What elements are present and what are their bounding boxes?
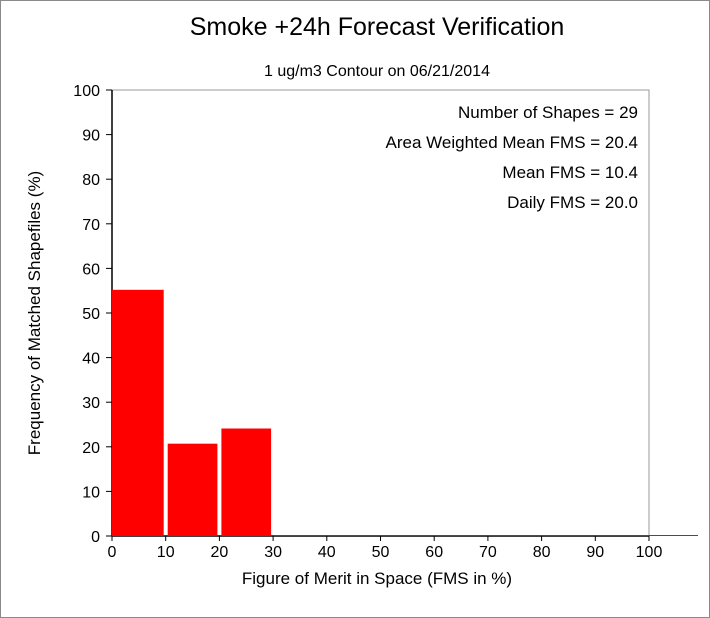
y-tick-label: 60 xyxy=(82,261,100,278)
stat-annotation: Daily FMS = 20.0 xyxy=(507,193,638,212)
x-tick-label: 60 xyxy=(425,544,443,561)
y-tick-label: 90 xyxy=(82,128,100,145)
x-tick-label: 30 xyxy=(264,544,282,561)
x-tick-label: 50 xyxy=(372,544,390,561)
stat-annotation: Area Weighted Mean FMS = 20.4 xyxy=(386,133,638,152)
y-tick-label: 10 xyxy=(82,484,100,501)
histogram-bar xyxy=(167,443,218,536)
x-tick-label: 10 xyxy=(157,544,175,561)
y-tick-label: 50 xyxy=(82,306,100,323)
bars-group xyxy=(112,289,698,536)
y-tick-label: 0 xyxy=(91,529,100,546)
x-tick-label: 90 xyxy=(586,544,604,561)
x-tick-label: 80 xyxy=(533,544,551,561)
histogram-bar xyxy=(112,289,164,536)
stat-annotation: Mean FMS = 10.4 xyxy=(502,163,638,182)
histogram-bar xyxy=(221,428,272,536)
chart-subtitle: 1 ug/m3 Contour on 06/21/2014 xyxy=(264,63,490,80)
x-tick-label: 0 xyxy=(108,544,117,561)
x-axis-ticks: 0 10 20 30 40 50 60 70 80 90 100 xyxy=(108,536,663,561)
x-tick-label: 40 xyxy=(318,544,336,561)
x-tick-label: 70 xyxy=(479,544,497,561)
x-tick-label: 20 xyxy=(211,544,229,561)
stat-annotation: Number of Shapes = 29 xyxy=(458,103,638,122)
y-tick-label: 40 xyxy=(82,351,100,368)
y-axis-label: Frequency of Matched Shapefiles (%) xyxy=(25,171,44,455)
stats-annotations: Number of Shapes = 29 Area Weighted Mean … xyxy=(386,103,638,212)
y-tick-label: 100 xyxy=(73,83,100,100)
x-axis-label: Figure of Merit in Space (FMS in %) xyxy=(242,569,512,588)
y-tick-label: 20 xyxy=(82,440,100,457)
y-tick-label: 70 xyxy=(82,217,100,234)
y-axis-ticks: 0 10 20 30 40 50 60 70 80 90 100 xyxy=(73,83,112,546)
y-tick-label: 30 xyxy=(82,395,100,412)
chart-title: Smoke +24h Forecast Verification xyxy=(190,13,565,41)
y-tick-label: 80 xyxy=(82,172,100,189)
x-tick-label: 100 xyxy=(636,544,663,561)
